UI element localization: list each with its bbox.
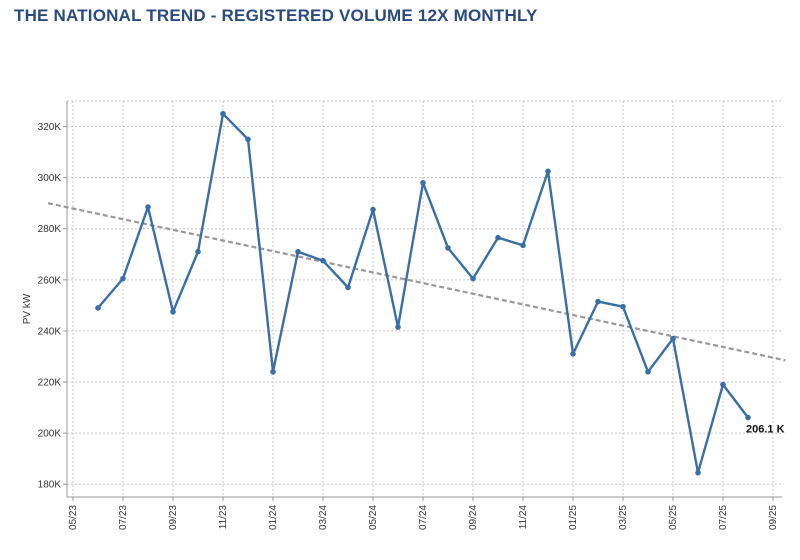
x-tick-label: 01/25 bbox=[568, 505, 579, 530]
x-tick-label: 03/25 bbox=[618, 505, 629, 530]
y-tick-label: 200K bbox=[38, 429, 62, 440]
data-point bbox=[120, 275, 126, 282]
data-point bbox=[520, 242, 526, 249]
data-point bbox=[670, 335, 676, 342]
data-point bbox=[95, 305, 101, 311]
data-point bbox=[570, 351, 576, 357]
series-layer bbox=[95, 110, 751, 476]
data-point bbox=[720, 381, 726, 388]
x-tick-label: 05/23 bbox=[68, 505, 79, 530]
data-point bbox=[645, 369, 651, 375]
trend-layer bbox=[47, 202, 786, 362]
y-tick-label: 220K bbox=[38, 378, 62, 389]
x-tick-label: 07/25 bbox=[718, 505, 729, 530]
data-point bbox=[545, 168, 551, 175]
grid-layer bbox=[63, 100, 782, 501]
y-tick-label: 300K bbox=[38, 173, 62, 184]
chart-title: THE NATIONAL TREND - REGISTERED VOLUME 1… bbox=[14, 6, 538, 25]
data-point bbox=[495, 234, 501, 241]
data-point bbox=[620, 303, 626, 310]
y-tick-label: 240K bbox=[38, 326, 62, 337]
x-tick-label: 07/24 bbox=[418, 505, 429, 530]
data-point bbox=[220, 110, 226, 117]
data-point bbox=[420, 179, 426, 186]
data-point bbox=[370, 206, 376, 213]
data-point bbox=[595, 298, 601, 305]
x-tick-label: 05/25 bbox=[668, 505, 679, 530]
y-tick-label: 320K bbox=[38, 122, 62, 133]
data-point bbox=[395, 324, 401, 330]
x-tick-label: 03/24 bbox=[318, 505, 329, 530]
trend-line bbox=[47, 202, 786, 362]
data-point bbox=[745, 414, 751, 421]
x-tick-label: 01/24 bbox=[268, 505, 279, 530]
data-point bbox=[695, 469, 701, 476]
data-point bbox=[245, 136, 251, 143]
data-point bbox=[320, 257, 326, 264]
x-tick-label: 11/24 bbox=[518, 505, 529, 530]
x-tick-label: 09/24 bbox=[468, 505, 479, 530]
data-point bbox=[170, 308, 176, 315]
x-tick-label: 07/23 bbox=[118, 505, 129, 530]
data-label: 206.1 K bbox=[746, 424, 785, 436]
y-axis-title: PV kW bbox=[22, 293, 33, 324]
y-tick-label: 260K bbox=[38, 275, 62, 286]
x-tick-label: 11/23 bbox=[218, 505, 229, 530]
label-layer: 180K 200K 220K 240K 260K 280K 300K 320K 05/23 07/… bbox=[38, 122, 785, 530]
y-tick-label: 180K bbox=[38, 480, 62, 491]
data-point bbox=[295, 248, 301, 255]
data-point bbox=[145, 204, 151, 210]
data-point bbox=[470, 275, 476, 282]
x-tick-label: 05/24 bbox=[368, 505, 379, 530]
x-tick-label: 09/23 bbox=[168, 505, 179, 530]
x-tick-label: 09/25 bbox=[768, 505, 779, 530]
data-point bbox=[445, 245, 451, 251]
y-tick-label: 280K bbox=[38, 224, 62, 235]
data-point bbox=[195, 248, 201, 255]
data-point bbox=[270, 369, 276, 375]
data-point bbox=[345, 284, 351, 291]
